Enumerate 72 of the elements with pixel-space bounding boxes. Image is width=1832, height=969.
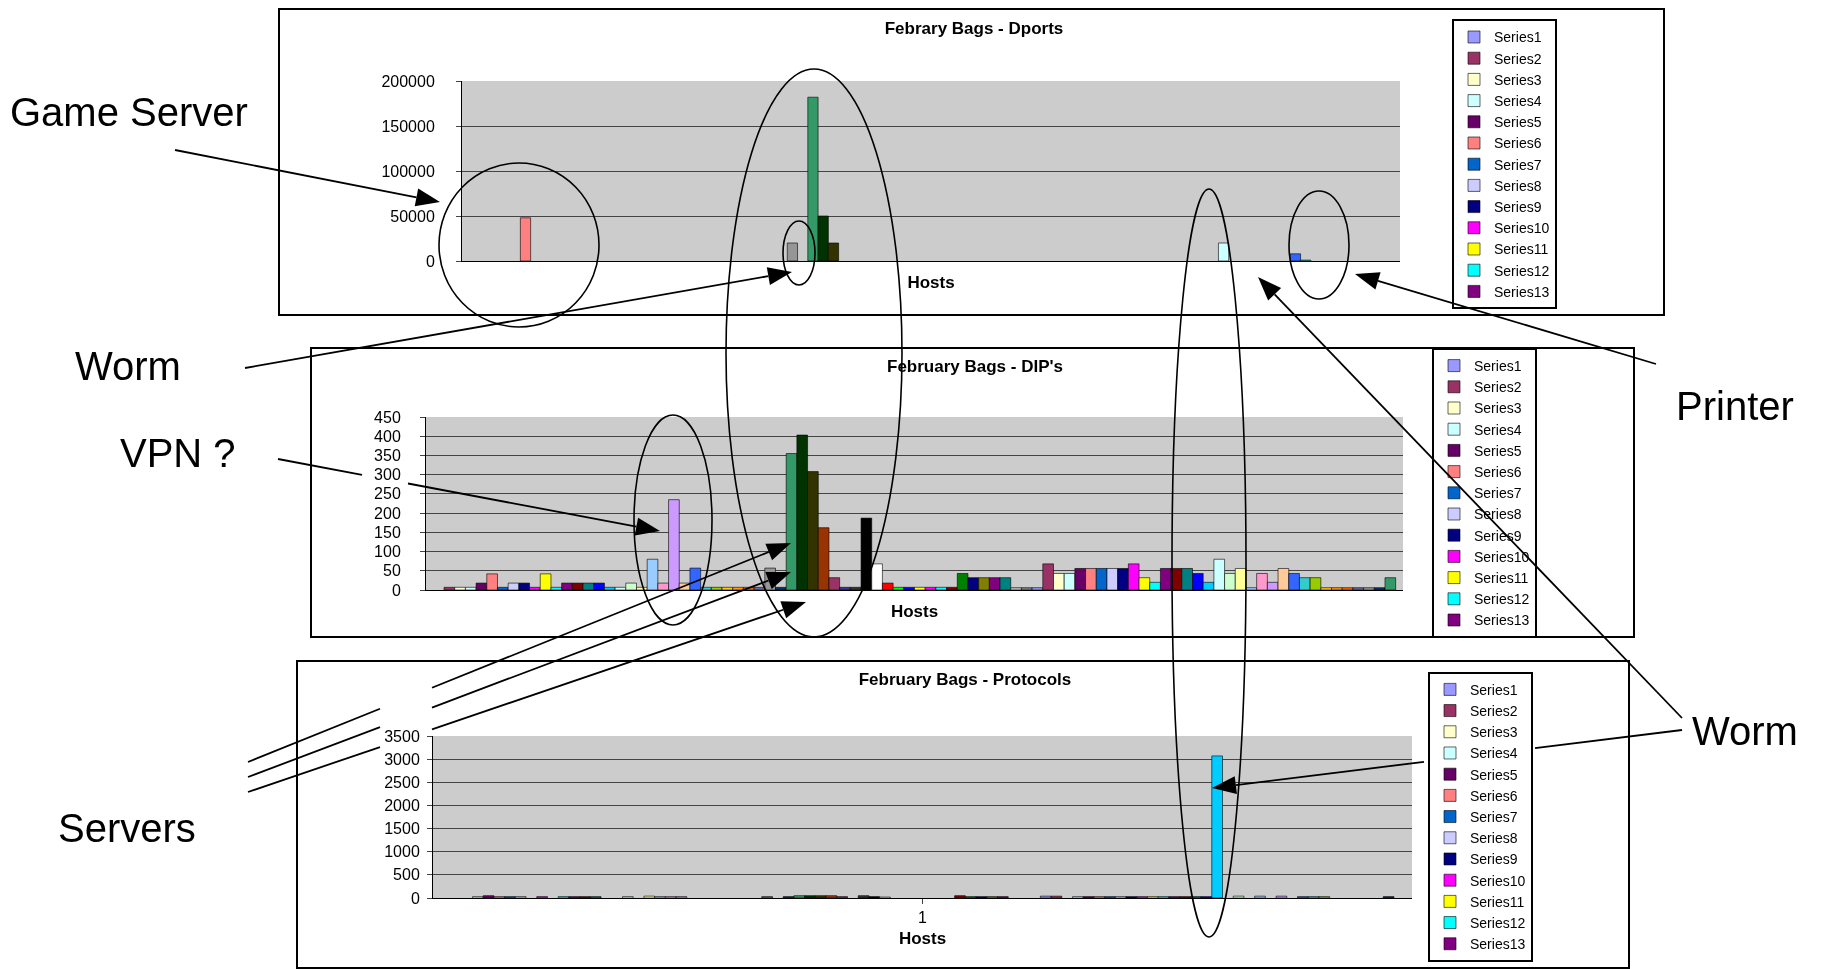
y-tick-label: 3000 [384,750,420,768]
y-tick-label: 250 [374,485,401,503]
text: VPN ? [120,431,236,475]
legend-label: Series11 [1474,570,1529,587]
legend-label: Series1 [1474,358,1522,375]
legend-label: Series5 [1494,114,1542,131]
y-tick-label: 1500 [384,820,420,838]
x-axis-title: Hosts [907,272,955,292]
legend-label: Series2 [1470,703,1518,720]
legend-label: Series7 [1470,809,1518,826]
legend-label: Series4 [1494,93,1542,110]
y-tick-label: 200 [374,504,401,522]
y-tick-label: 0 [410,889,420,907]
legend-label: Series12 [1470,915,1526,932]
legend-label: Series1 [1470,681,1518,698]
legend-label: Series9 [1494,199,1542,216]
legend-label: Series9 [1470,851,1518,868]
legend-label: Series1 [1494,29,1542,46]
y-tick-label: 0 [425,252,435,270]
y-tick-label: 100 [374,543,401,561]
legend-label: Series11 [1470,893,1525,910]
legend-label: Series7 [1494,156,1542,173]
legend-label: Series3 [1494,71,1542,88]
legend-label: Series2 [1494,50,1542,67]
y-tick-label: 100000 [381,162,435,180]
legend-label: Series5 [1474,442,1522,459]
y-tick-label: 0 [391,581,401,599]
y-tick-label: 300 [374,466,401,484]
legend-label: Series2 [1474,379,1522,396]
y-tick-label: 450 [374,408,401,426]
legend-label: Series6 [1474,464,1522,481]
legend-label: Series12 [1494,262,1550,279]
legend-label: Series11 [1494,241,1549,258]
y-tick-label: 2500 [384,773,420,791]
text: Worm [1692,709,1798,753]
text: Worm [75,344,181,388]
y-tick-label: 500 [393,866,420,884]
y-tick-label: 150 [374,523,401,541]
y-tick-label: 1000 [384,843,420,861]
y-tick-label: 3500 [384,727,420,745]
legend-label: Series10 [1494,220,1550,237]
legend-label: Series8 [1494,177,1542,194]
y-tick-label: 50000 [390,207,435,225]
x-axis-title: Hosts [898,928,947,948]
legend-label: Series5 [1470,766,1518,783]
y-tick-label: 150000 [381,117,435,135]
legend-label: Series6 [1470,787,1518,804]
legend-label: Series13 [1470,936,1526,953]
legend-label: Series10 [1470,872,1526,889]
y-tick-label: 200000 [381,72,435,90]
legend-label: Series4 [1474,421,1522,438]
legend-label: Series8 [1470,830,1518,847]
legend-label: Series13 [1474,612,1530,629]
text: Printer [1676,384,1794,428]
y-tick-label: 50 [383,562,401,580]
legend-label: Series12 [1474,591,1530,608]
legend-label: Series10 [1474,548,1530,565]
x-tick-label: 1 [918,909,928,927]
text: Servers [58,806,196,850]
chart-title: Febrary Bags - Dports [884,18,1064,38]
legend-label: Series3 [1470,724,1518,741]
x-axis-title: Hosts [890,601,939,621]
y-tick-label: 400 [374,427,401,445]
legend-label: Series13 [1494,283,1550,300]
legend-label: Series3 [1474,400,1522,417]
chart-title: February Bags - Protocols [858,669,1072,689]
legend-label: Series7 [1474,485,1522,502]
y-tick-label: 2000 [384,797,420,815]
y-tick-label: 350 [374,447,401,465]
legend-label: Series4 [1470,745,1518,762]
text: Game Server [10,90,248,134]
legend-label: Series6 [1494,135,1542,152]
